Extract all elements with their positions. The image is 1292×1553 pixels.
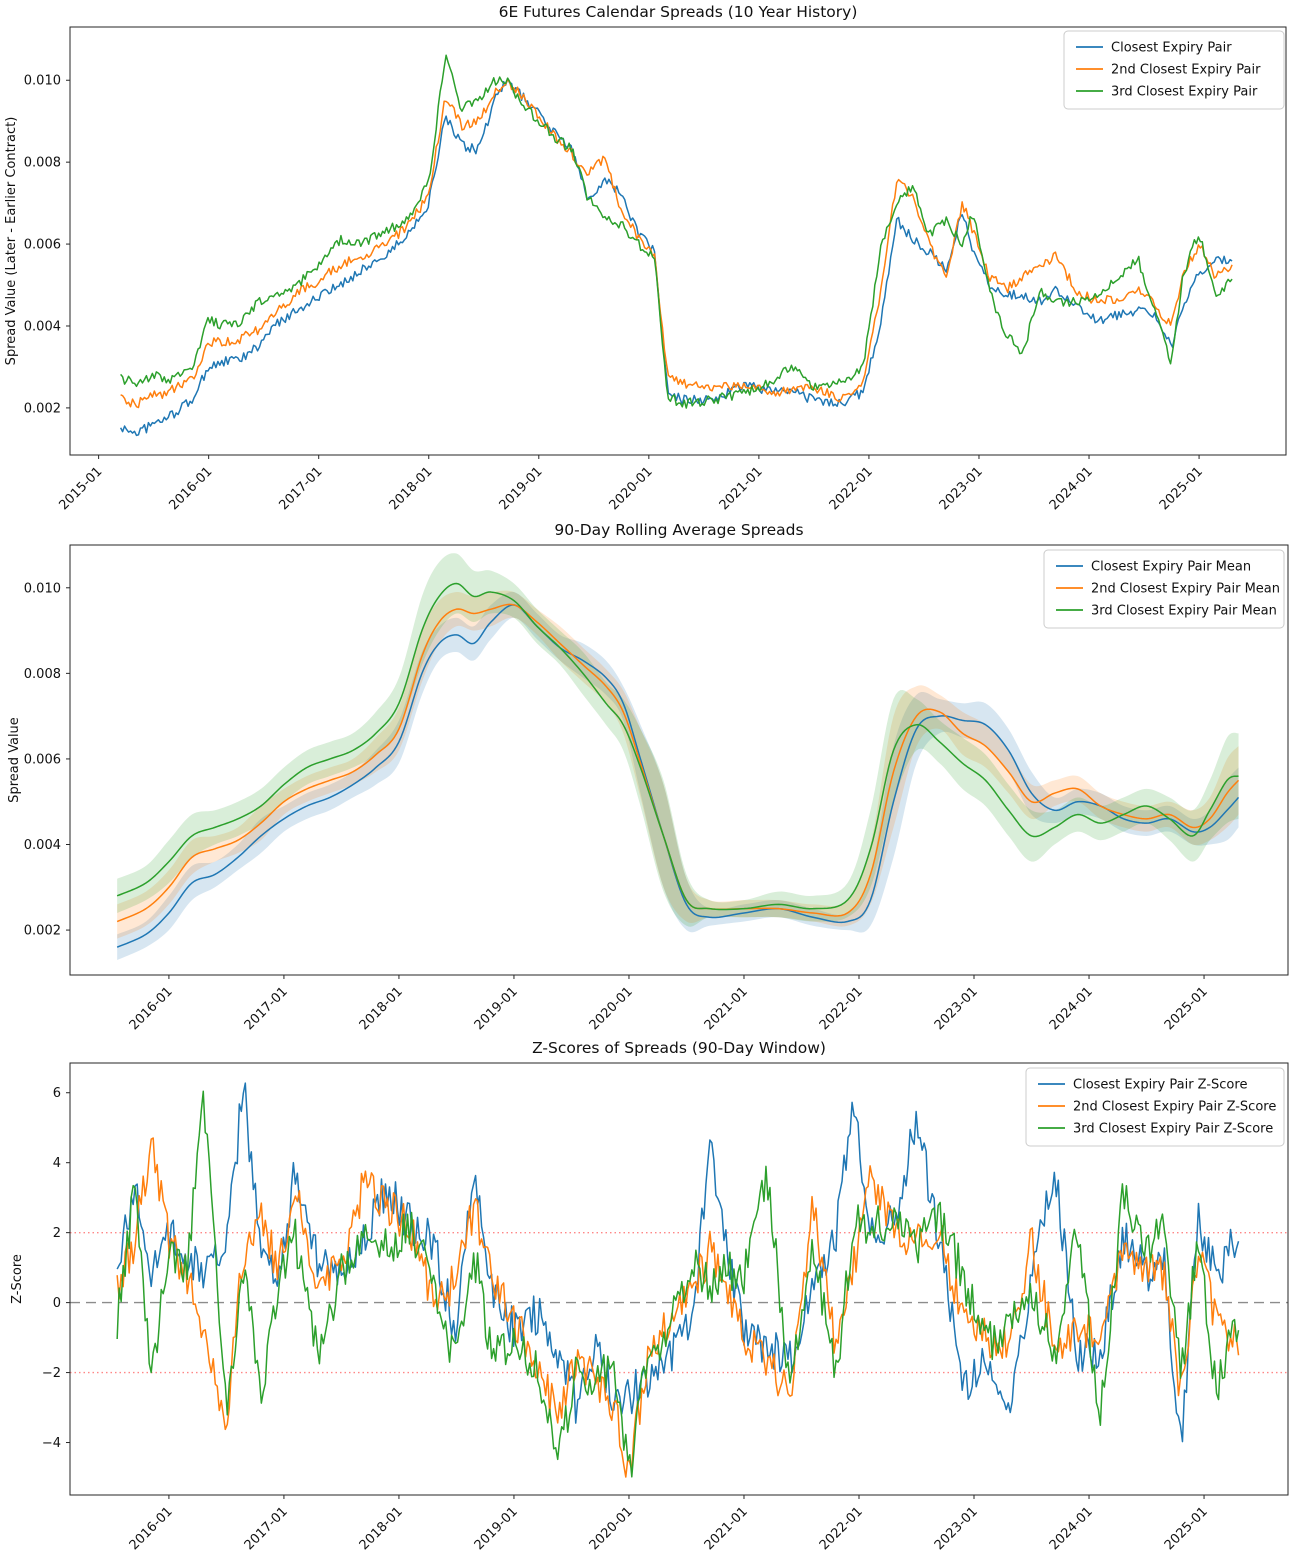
x-tick-label: 2025-01 xyxy=(1157,464,1206,513)
legend-box xyxy=(1043,549,1285,629)
legend-label: 2nd Closest Expiry Pair Z-Score xyxy=(1073,1100,1276,1115)
axes-spines xyxy=(69,26,1287,456)
axes-spines xyxy=(69,544,1289,976)
y-tick-label: 0.002 xyxy=(24,401,61,416)
x-tick-label: 2019-01 xyxy=(472,984,521,1033)
x-tick-label: 2016-01 xyxy=(127,1504,176,1553)
x-tick-label: 2024-01 xyxy=(1047,464,1096,513)
x-tick-label: 2023-01 xyxy=(932,1504,981,1553)
y-tick-label: 0.004 xyxy=(24,319,61,334)
x-tick-label: 2016-01 xyxy=(166,464,215,513)
legend-label: Closest Expiry Pair xyxy=(1111,41,1232,56)
y-tick-label: 4 xyxy=(53,1156,61,1171)
x-tick-label: 2019-01 xyxy=(497,464,546,513)
legend-label: 2nd Closest Expiry Pair xyxy=(1111,63,1261,78)
y-tick-label: 0.008 xyxy=(24,667,61,682)
rolling-average-chart: 2016-01 2017-01 2018-01 2019-01 2020-01 2021-… xyxy=(7,521,1289,1033)
legend-label: Closest Expiry Pair Z-Score xyxy=(1073,1078,1247,1093)
y-tick-label: 0.010 xyxy=(24,581,61,596)
chart-title: 90-Day Rolling Average Spreads xyxy=(554,521,803,539)
x-tick-label: 2017-01 xyxy=(242,984,291,1033)
series-line-2 xyxy=(120,78,1233,409)
x-tick-label: 2024-01 xyxy=(1047,984,1096,1033)
series-band-1 xyxy=(117,591,1239,961)
y-axis-label: Spread Value (Later - Earlier Contract) xyxy=(4,117,19,366)
y-axis-label: Z-Score xyxy=(10,1254,25,1304)
series-band-3 xyxy=(117,553,1239,927)
legend-box xyxy=(1063,30,1285,110)
x-tick-label: 2021-01 xyxy=(717,464,766,513)
x-tick-label: 2023-01 xyxy=(937,464,986,513)
x-tick-label: 2020-01 xyxy=(587,984,636,1033)
x-tick-label: 2018-01 xyxy=(357,1504,406,1553)
x-tick-label: 2020-01 xyxy=(607,464,656,513)
x-tick-label: 2025-01 xyxy=(1162,984,1211,1033)
x-tick-label: 2021-01 xyxy=(702,984,751,1033)
legend: Closest Expiry Pair Mean 2nd Closest Expi… xyxy=(1043,549,1285,629)
x-tick-label: 2017-01 xyxy=(277,464,326,513)
x-tick-label: 2015-01 xyxy=(56,464,105,513)
series-line-3 xyxy=(120,54,1233,409)
y-tick-label: 0.010 xyxy=(24,74,61,89)
y-axis-label: Spread Value xyxy=(7,717,22,803)
series-line-3 xyxy=(116,582,1239,911)
x-tick-label: 2017-01 xyxy=(242,1504,291,1553)
legend: Closest Expiry Pair 2nd Closest Expiry Pa… xyxy=(1063,30,1285,110)
y-tick-label: −2 xyxy=(42,1366,61,1381)
x-tick-label: 2020-01 xyxy=(587,1504,636,1553)
legend-label: 3rd Closest Expiry Pair xyxy=(1111,85,1258,100)
legend-label: Closest Expiry Pair Mean xyxy=(1091,560,1251,575)
y-tick-label: 0 xyxy=(53,1296,61,1311)
x-tick-label: 2018-01 xyxy=(387,464,436,513)
x-tick-label: 2022-01 xyxy=(817,984,866,1033)
y-tick-label: 0.006 xyxy=(24,752,61,767)
spread-history-chart: 2015-01 2016-01 2017-01 2018-01 2019-01 2020-… xyxy=(4,3,1287,513)
y-tick-label: 0.008 xyxy=(24,156,61,171)
plot-area xyxy=(70,1082,1288,1478)
plot-area xyxy=(116,553,1240,961)
legend: Closest Expiry Pair Z-Score 2nd Closest E… xyxy=(1025,1067,1285,1147)
y-tick-label: 0.006 xyxy=(24,238,61,253)
y-tick-label: 6 xyxy=(53,1086,61,1101)
y-tick-label: −4 xyxy=(42,1436,61,1451)
x-tick-label: 2022-01 xyxy=(817,1504,866,1553)
series-line-3 xyxy=(116,1090,1240,1478)
x-tick-label: 2019-01 xyxy=(472,1504,521,1553)
series-band-2 xyxy=(117,590,1239,939)
x-tick-label: 2025-01 xyxy=(1162,1504,1211,1553)
legend-box xyxy=(1025,1067,1285,1147)
x-tick-label: 2016-01 xyxy=(127,984,176,1033)
legend-label: 2nd Closest Expiry Pair Mean xyxy=(1091,582,1280,597)
y-tick-label: 2 xyxy=(53,1226,61,1241)
legend-label: 3rd Closest Expiry Pair Z-Score xyxy=(1073,1122,1273,1137)
chart-title: 6E Futures Calendar Spreads (10 Year His… xyxy=(499,3,858,21)
x-tick-label: 2023-01 xyxy=(932,984,981,1033)
y-tick-label: 0.002 xyxy=(24,924,61,939)
y-tick-label: 0.004 xyxy=(24,838,61,853)
x-tick-label: 2021-01 xyxy=(702,1504,751,1553)
series-line-2 xyxy=(116,1137,1240,1478)
series-line-1 xyxy=(116,1082,1240,1443)
axes-spines xyxy=(69,1062,1289,1496)
chart-title: Z-Scores of Spreads (90-Day Window) xyxy=(532,1039,826,1057)
x-tick-label: 2022-01 xyxy=(827,464,876,513)
zscore-chart: 2016-01 2017-01 2018-01 2019-01 2020-01 2021-… xyxy=(10,1039,1289,1553)
x-tick-label: 2024-01 xyxy=(1047,1504,1096,1553)
legend-label: 3rd Closest Expiry Pair Mean xyxy=(1091,604,1277,619)
plot-area xyxy=(119,54,1233,437)
x-tick-label: 2018-01 xyxy=(357,984,406,1033)
